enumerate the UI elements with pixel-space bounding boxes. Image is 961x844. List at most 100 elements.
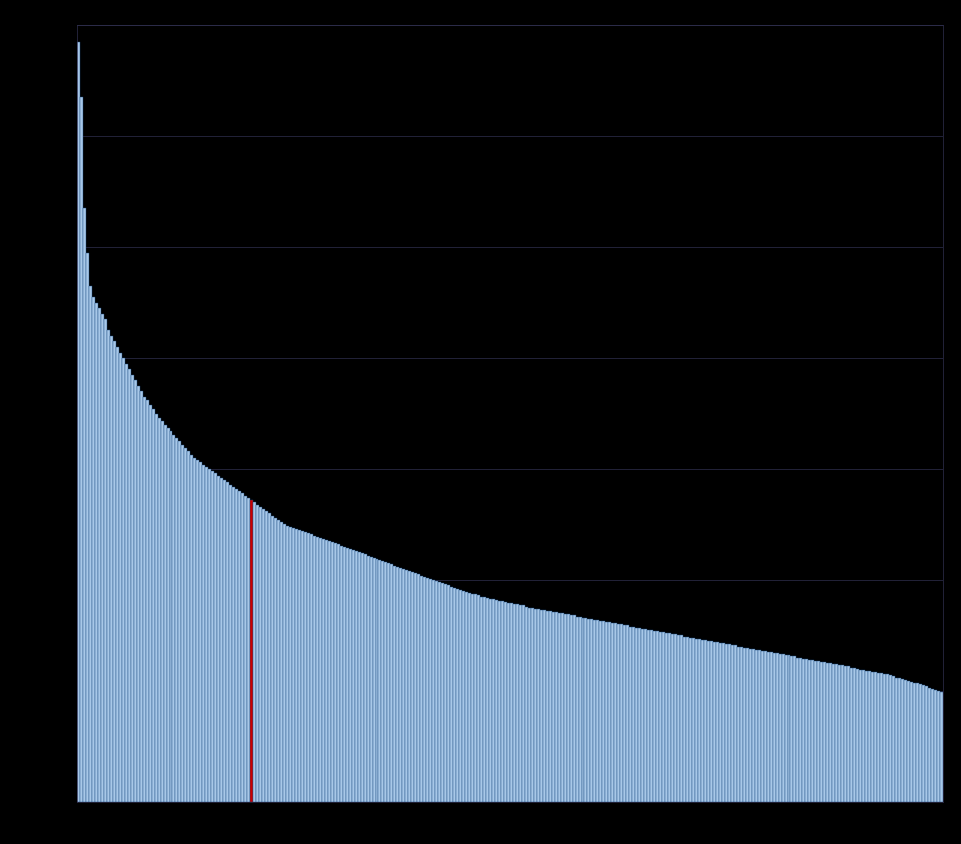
Bar [637, 628, 641, 802]
Bar [521, 605, 525, 802]
Bar [458, 590, 461, 802]
Bar [721, 643, 724, 802]
Bar [590, 619, 593, 802]
Bar [261, 509, 265, 802]
Bar [315, 537, 318, 802]
Bar [820, 662, 823, 802]
Bar [321, 539, 325, 802]
Bar [234, 489, 238, 802]
Bar [482, 597, 485, 802]
Bar [107, 330, 110, 802]
Bar [348, 549, 352, 802]
Bar [891, 676, 894, 802]
Bar [148, 404, 152, 802]
Bar [885, 674, 888, 802]
Bar [426, 578, 429, 802]
Bar [551, 612, 554, 802]
Bar [196, 460, 199, 802]
Bar [688, 637, 691, 802]
Bar [357, 552, 360, 802]
Bar [753, 650, 757, 802]
Bar [259, 506, 261, 802]
Bar [271, 516, 274, 802]
Bar [677, 636, 679, 802]
Bar [471, 594, 474, 802]
Bar [304, 533, 307, 802]
Bar [936, 691, 939, 802]
Bar [620, 625, 623, 802]
Bar [874, 672, 876, 802]
Bar [644, 629, 647, 802]
Bar [664, 633, 667, 802]
Bar [411, 572, 414, 802]
Bar [894, 678, 897, 802]
Bar [554, 612, 557, 802]
Bar [864, 671, 867, 802]
Bar [855, 668, 858, 802]
Bar [333, 544, 336, 802]
Bar [450, 587, 453, 802]
Bar [295, 529, 298, 802]
Bar [787, 656, 790, 802]
Bar [393, 565, 396, 802]
Bar [623, 625, 626, 802]
Bar [396, 566, 399, 802]
Bar [80, 97, 83, 802]
Bar [533, 609, 536, 802]
Bar [115, 347, 118, 802]
Bar [92, 297, 95, 802]
Bar [339, 545, 342, 802]
Bar [641, 629, 644, 802]
Bar [423, 576, 426, 802]
Bar [793, 657, 796, 802]
Bar [834, 664, 837, 802]
Bar [331, 542, 333, 802]
Bar [205, 467, 209, 802]
Bar [253, 502, 256, 802]
Bar [274, 518, 277, 802]
Bar [309, 534, 312, 802]
Bar [456, 589, 458, 802]
Bar [611, 623, 614, 802]
Bar [474, 594, 477, 802]
Bar [209, 469, 211, 802]
Bar [661, 632, 664, 802]
Bar [136, 386, 139, 802]
Bar [342, 547, 345, 802]
Bar [876, 674, 879, 802]
Bar [488, 598, 491, 802]
Bar [193, 458, 196, 802]
Bar [799, 657, 801, 802]
Bar [900, 679, 903, 802]
Bar [909, 682, 912, 802]
Bar [307, 533, 309, 802]
Bar [405, 570, 407, 802]
Bar [283, 524, 285, 802]
Bar [701, 640, 703, 802]
Bar [190, 455, 193, 802]
Bar [86, 252, 88, 802]
Bar [390, 565, 393, 802]
Bar [160, 421, 163, 802]
Bar [202, 464, 205, 802]
Bar [226, 482, 229, 802]
Bar [604, 622, 607, 802]
Bar [817, 661, 820, 802]
Bar [557, 614, 560, 802]
Bar [291, 528, 295, 802]
Bar [703, 640, 706, 802]
Bar [247, 498, 250, 802]
Bar [298, 530, 301, 802]
Bar [650, 630, 653, 802]
Bar [444, 584, 447, 802]
Bar [480, 597, 482, 802]
Bar [915, 683, 918, 802]
Bar [548, 611, 551, 802]
Bar [122, 358, 125, 802]
Bar [850, 668, 852, 802]
Bar [187, 452, 190, 802]
Bar [417, 575, 420, 802]
Bar [250, 500, 253, 802]
Bar [372, 558, 375, 802]
Bar [706, 641, 709, 802]
